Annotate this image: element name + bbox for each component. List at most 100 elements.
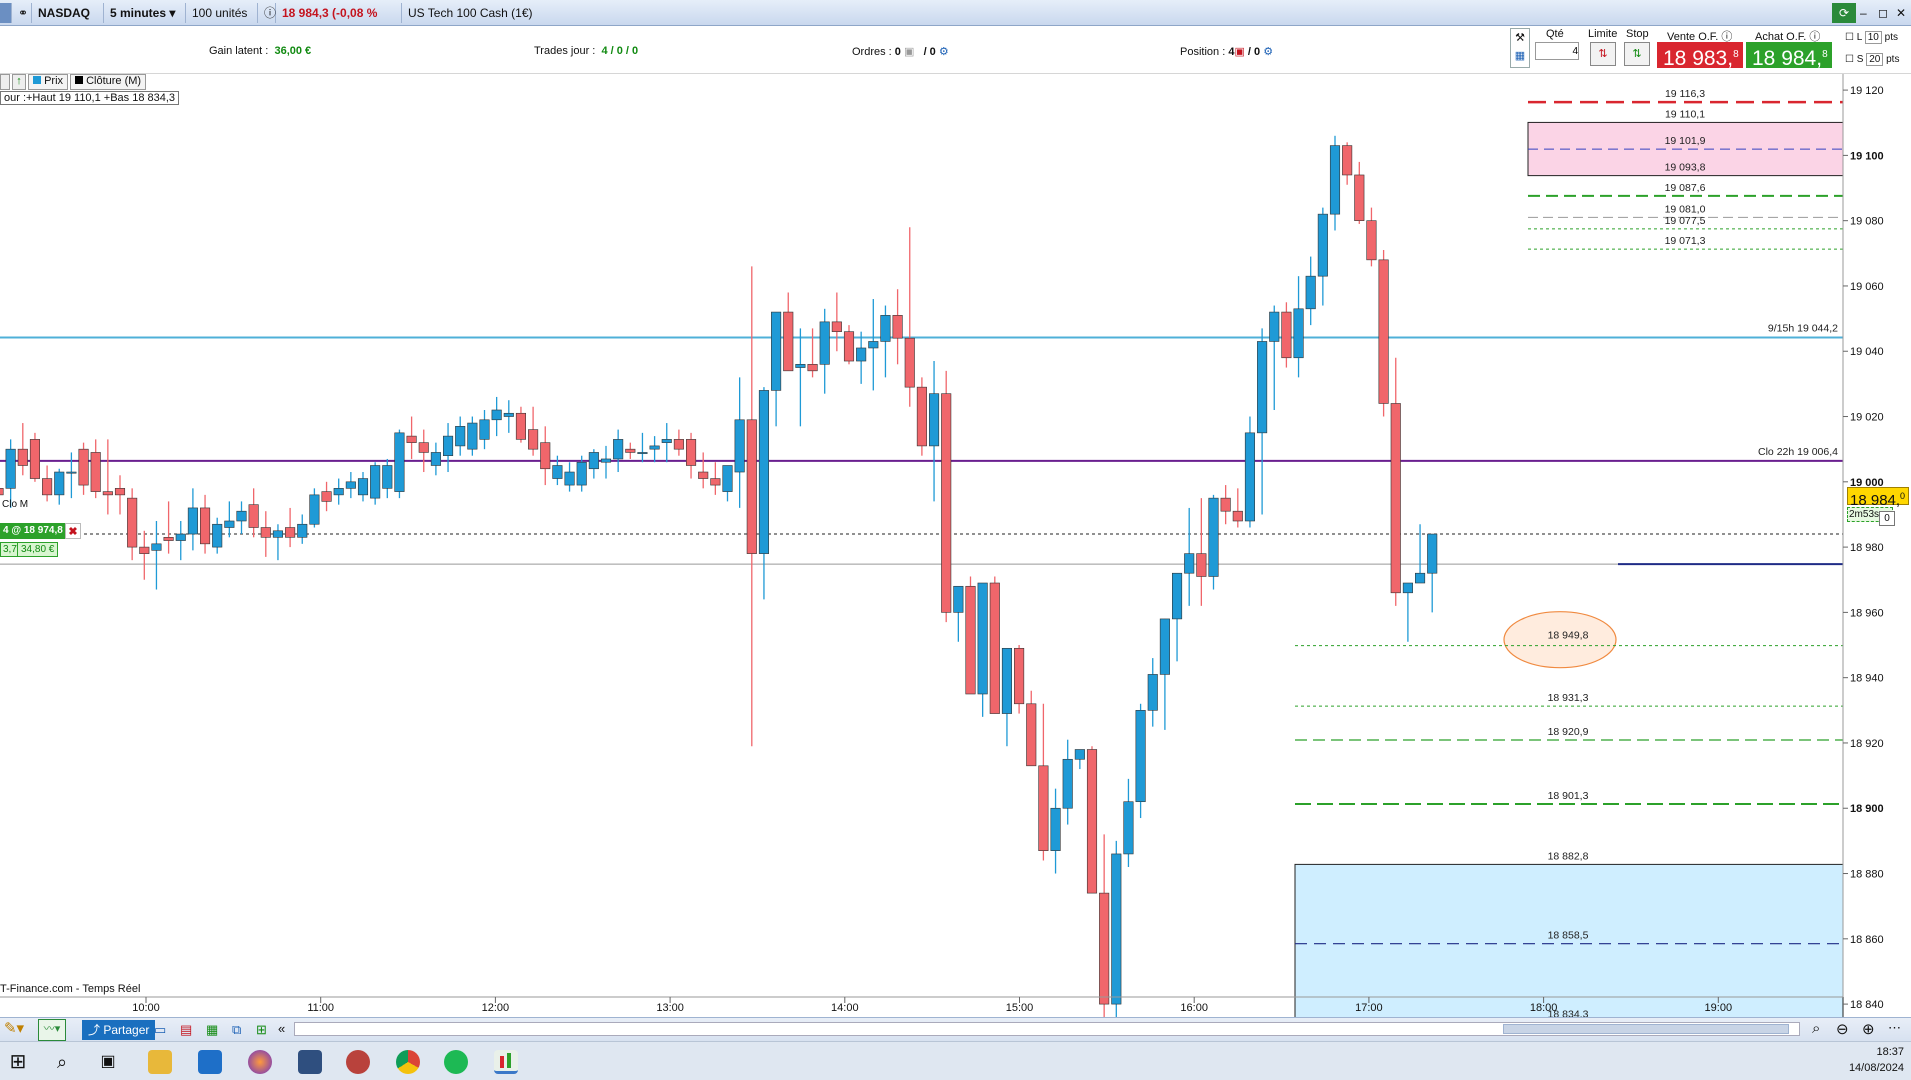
scrollbar-thumb[interactable] — [1503, 1024, 1789, 1034]
candle-body — [746, 419, 757, 554]
candle — [467, 416, 478, 456]
firefox-icon[interactable] — [248, 1050, 272, 1074]
candle-body — [102, 491, 113, 496]
candle — [1329, 135, 1341, 231]
y-tick-label: 19 120 — [1850, 85, 1884, 97]
price-chart[interactable]: 19 116,3 19 110,1 19 101,9 19 093,8 19 087,6… — [0, 74, 1911, 1017]
indicator-icon[interactable]: 〰▾ — [38, 1019, 66, 1041]
lower-level-label: 18 949,8 — [1548, 630, 1589, 642]
horizontal-scrollbar[interactable] — [294, 1022, 1800, 1036]
candle — [710, 462, 721, 495]
upper-level-label: 19 071,3 — [1665, 235, 1706, 247]
timeframe-select[interactable]: 5 minutes ▾ — [106, 3, 186, 23]
candle — [1342, 142, 1353, 185]
candle — [1220, 485, 1231, 525]
mail-icon[interactable] — [198, 1050, 222, 1074]
candle — [345, 472, 356, 499]
app-icon[interactable] — [346, 1050, 370, 1074]
close-icon[interactable]: ✕ — [1896, 6, 1907, 20]
candle — [260, 511, 271, 557]
sell-button[interactable]: 18 983,8 — [1657, 42, 1743, 70]
candle-body — [613, 439, 624, 460]
chrome-icon[interactable] — [396, 1050, 420, 1074]
table-icon[interactable]: ▦ — [206, 1022, 219, 1037]
list-icon[interactable]: ▤ — [180, 1022, 193, 1037]
symbol-select[interactable]: NASDAQ ▾ — [34, 3, 104, 40]
layout-icon[interactable]: ⊞ — [256, 1022, 267, 1037]
candle — [722, 465, 733, 502]
candle-body — [1220, 497, 1231, 512]
candle-body — [1111, 853, 1122, 1005]
candle-body — [29, 439, 41, 479]
stop-label: Stop — [1626, 28, 1649, 40]
candle — [42, 465, 53, 502]
tab-close-m[interactable]: Clôture (M) — [70, 74, 147, 90]
info-icon[interactable]: ⓘ — [260, 3, 276, 23]
comment-icon[interactable]: ▭ — [154, 1022, 167, 1037]
candle — [953, 585, 964, 642]
refresh-icon[interactable]: ⟳ — [1832, 3, 1856, 23]
candle-body — [370, 465, 381, 499]
tools-icon[interactable]: ⚒ ▦ — [1510, 28, 1530, 68]
tab-price[interactable]: Prix — [28, 74, 69, 90]
candle-body — [151, 543, 162, 551]
candle — [904, 227, 915, 407]
menu-grip-icon[interactable] — [0, 3, 12, 23]
zoom-fit-icon[interactable]: ⌕ — [1812, 1020, 1821, 1037]
calculator-icon[interactable] — [298, 1050, 322, 1074]
stop-order-button[interactable]: ⇅ — [1624, 42, 1650, 66]
limit-order-button[interactable]: ⇅ — [1590, 42, 1616, 66]
candle — [442, 423, 454, 473]
candle-body — [831, 321, 842, 332]
clock-time[interactable]: 18:37 — [1876, 1046, 1904, 1058]
chart-level-lines — [0, 100, 1843, 945]
candle-body — [0, 488, 4, 496]
orders-info[interactable]: Ordres : 0 ▣ / 0 ⚙ — [852, 46, 949, 58]
candle — [1415, 524, 1426, 584]
maximize-icon[interactable]: ◻ — [1878, 6, 1888, 20]
close-position-icon[interactable]: ✖ — [65, 523, 81, 539]
x-tick-label: 14:00 — [831, 1002, 859, 1014]
file-explorer-icon[interactable] — [148, 1050, 172, 1074]
buy-button[interactable]: 18 984,8 — [1746, 42, 1832, 70]
support-zone — [1294, 863, 1844, 1017]
task-view-icon[interactable]: ▣ — [100, 1053, 116, 1070]
lower-level-label: 18 901,3 — [1548, 790, 1589, 802]
zoom-out-icon[interactable]: ⊖ — [1836, 1021, 1849, 1038]
link-icon[interactable]: ⚭ — [14, 3, 32, 23]
candle-body — [856, 347, 867, 362]
candle — [212, 517, 223, 554]
gain-latent: Gain latent : 36,00 € — [209, 45, 312, 57]
draw-tool-icon[interactable]: ✎▾ — [3, 1020, 25, 1037]
candle — [309, 488, 320, 528]
data-source-label: T-Finance.com - Temps Réel — [0, 983, 141, 995]
qty-input[interactable] — [1535, 42, 1579, 60]
search-icon[interactable]: ⌕ — [56, 1052, 68, 1072]
trading-app-icon[interactable] — [494, 1050, 518, 1074]
limit-pts-row[interactable]: ☐ L 10 pts — [1845, 31, 1898, 44]
position-tag[interactable]: 4 @ 18 974,8 — [0, 523, 66, 539]
settings-icon[interactable]: ⋯ — [1888, 1020, 1901, 1035]
top-toolbar: ⚭ NASDAQ ▾ 5 minutes ▾ 100 unités ▾ ⓘ 18… — [0, 0, 1911, 40]
windows-start-icon[interactable]: ⊞ — [9, 1051, 27, 1073]
position-info[interactable]: Position : 4▣ / 0 ⚙ — [1180, 46, 1274, 58]
zoom-in-icon[interactable]: ⊕ — [1862, 1021, 1875, 1038]
collapse-icon[interactable]: « — [278, 1021, 286, 1036]
clock-date[interactable]: 14/08/2024 — [1848, 1062, 1904, 1074]
tab-up-icon[interactable]: ↑ — [12, 74, 26, 90]
spotify-icon[interactable] — [444, 1050, 468, 1074]
candle — [503, 400, 514, 433]
share-button[interactable]: ⤴ Partager — [82, 1020, 156, 1040]
window-icon[interactable]: ⧉ — [232, 1022, 242, 1037]
candle-body — [771, 311, 782, 391]
tab-prev-icon[interactable] — [0, 74, 10, 90]
candle — [0, 488, 4, 496]
candle — [746, 266, 757, 747]
candle — [1026, 690, 1037, 767]
stop-pts-row[interactable]: ☐ S 20 pts — [1845, 53, 1900, 66]
chart-tabs: ↑ Prix Clôture (M) — [0, 74, 147, 90]
minimize-icon[interactable]: – — [1860, 6, 1867, 20]
candle — [1366, 207, 1377, 267]
units-select[interactable]: 100 unités ▾ — [188, 3, 258, 40]
candle — [528, 406, 539, 456]
